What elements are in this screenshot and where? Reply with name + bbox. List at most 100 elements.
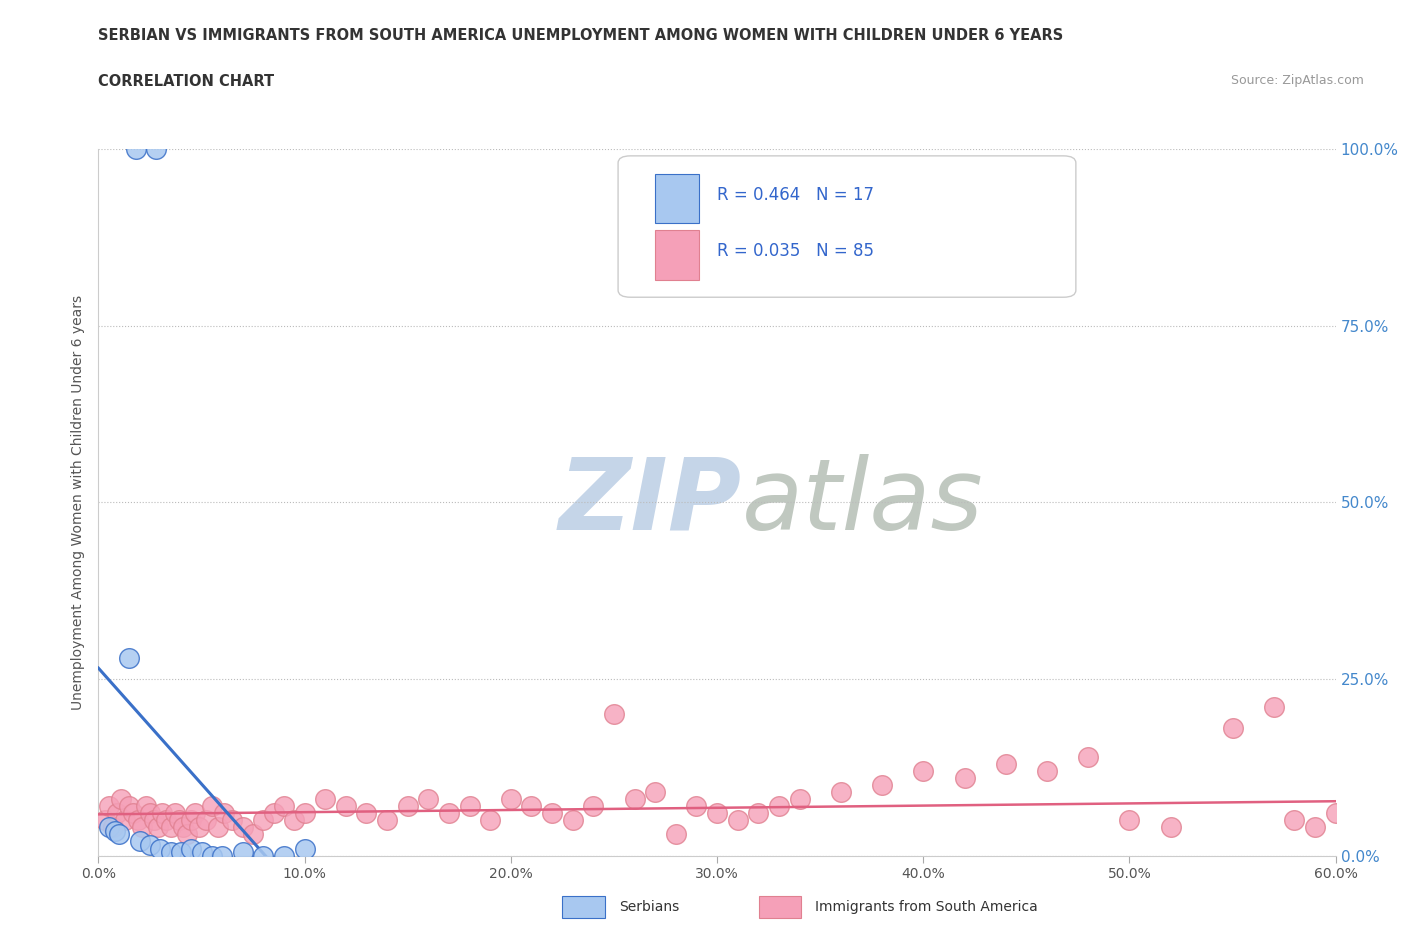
Point xyxy=(211,848,233,863)
Point xyxy=(994,756,1017,771)
Point xyxy=(97,799,120,814)
Point xyxy=(541,805,564,820)
Point xyxy=(1303,820,1326,835)
Point xyxy=(135,799,157,814)
Point xyxy=(1365,820,1388,835)
Point xyxy=(273,799,295,814)
Point xyxy=(188,820,211,835)
Point xyxy=(139,838,162,853)
Point xyxy=(314,791,336,806)
Point xyxy=(665,827,688,842)
Point xyxy=(263,805,285,820)
Point xyxy=(184,805,207,820)
Point xyxy=(706,805,728,820)
Point xyxy=(139,805,162,820)
Point xyxy=(727,813,749,828)
Bar xyxy=(655,174,699,223)
Point xyxy=(194,813,217,828)
Text: Source: ZipAtlas.com: Source: ZipAtlas.com xyxy=(1230,74,1364,87)
Point xyxy=(124,141,146,156)
Bar xyxy=(655,230,699,280)
Point xyxy=(768,799,790,814)
Point xyxy=(479,813,502,828)
Point xyxy=(953,770,976,785)
Point xyxy=(93,813,115,828)
Point xyxy=(180,841,202,856)
Point xyxy=(1036,764,1059,778)
Point xyxy=(128,834,150,849)
Point xyxy=(1386,813,1406,828)
Point xyxy=(1118,813,1140,828)
Point xyxy=(912,764,935,778)
Point xyxy=(176,827,198,842)
Point xyxy=(148,820,170,835)
Point xyxy=(356,805,378,820)
Point xyxy=(396,799,419,814)
Point xyxy=(201,799,224,814)
Point xyxy=(685,799,707,814)
Point xyxy=(437,805,460,820)
Point xyxy=(149,841,172,856)
Point xyxy=(458,799,481,814)
Point xyxy=(114,813,136,828)
Point xyxy=(830,785,852,800)
Point xyxy=(561,813,583,828)
Point xyxy=(118,799,141,814)
Point xyxy=(232,820,254,835)
Text: R = 0.035   N = 85: R = 0.035 N = 85 xyxy=(717,243,875,260)
Y-axis label: Unemployment Among Women with Children Under 6 years: Unemployment Among Women with Children U… xyxy=(70,295,84,710)
Point xyxy=(105,805,128,820)
Point xyxy=(101,820,124,835)
Point xyxy=(520,799,543,814)
Point xyxy=(870,777,893,792)
Point xyxy=(1160,820,1182,835)
Point xyxy=(1346,813,1368,828)
Point xyxy=(127,813,149,828)
Point xyxy=(747,805,769,820)
Point xyxy=(582,799,605,814)
Point xyxy=(143,813,166,828)
Point xyxy=(104,823,127,838)
Point xyxy=(150,805,173,820)
Point xyxy=(221,813,243,828)
Point xyxy=(159,820,181,835)
Point xyxy=(159,844,181,859)
Point xyxy=(207,820,229,835)
Point xyxy=(294,805,316,820)
Point xyxy=(242,827,264,842)
Text: SERBIAN VS IMMIGRANTS FROM SOUTH AMERICA UNEMPLOYMENT AMONG WOMEN WITH CHILDREN : SERBIAN VS IMMIGRANTS FROM SOUTH AMERICA… xyxy=(98,28,1064,43)
Point xyxy=(1077,750,1099,764)
Point xyxy=(201,848,224,863)
Point xyxy=(145,141,167,156)
Text: ZIP: ZIP xyxy=(558,454,742,551)
Point xyxy=(283,813,305,828)
Point xyxy=(294,841,316,856)
Point xyxy=(1324,805,1347,820)
Point xyxy=(190,844,212,859)
Point xyxy=(252,848,274,863)
Text: atlas: atlas xyxy=(742,454,983,551)
Point xyxy=(97,820,120,835)
Text: R = 0.464   N = 17: R = 0.464 N = 17 xyxy=(717,186,875,204)
Point xyxy=(623,791,645,806)
Point xyxy=(335,799,357,814)
Point xyxy=(273,848,295,863)
Point xyxy=(180,813,202,828)
Point xyxy=(499,791,522,806)
Point xyxy=(603,707,626,722)
Point xyxy=(172,820,194,835)
Point xyxy=(252,813,274,828)
Point xyxy=(789,791,811,806)
Text: Serbians: Serbians xyxy=(619,899,679,914)
Point xyxy=(232,844,254,859)
Point xyxy=(418,791,440,806)
Point xyxy=(167,813,190,828)
Point xyxy=(1222,721,1244,736)
Point xyxy=(131,820,153,835)
Point xyxy=(170,844,193,859)
Point xyxy=(122,805,145,820)
FancyBboxPatch shape xyxy=(619,156,1076,298)
Point xyxy=(375,813,398,828)
Point xyxy=(110,791,132,806)
Text: Immigrants from South America: Immigrants from South America xyxy=(815,899,1038,914)
